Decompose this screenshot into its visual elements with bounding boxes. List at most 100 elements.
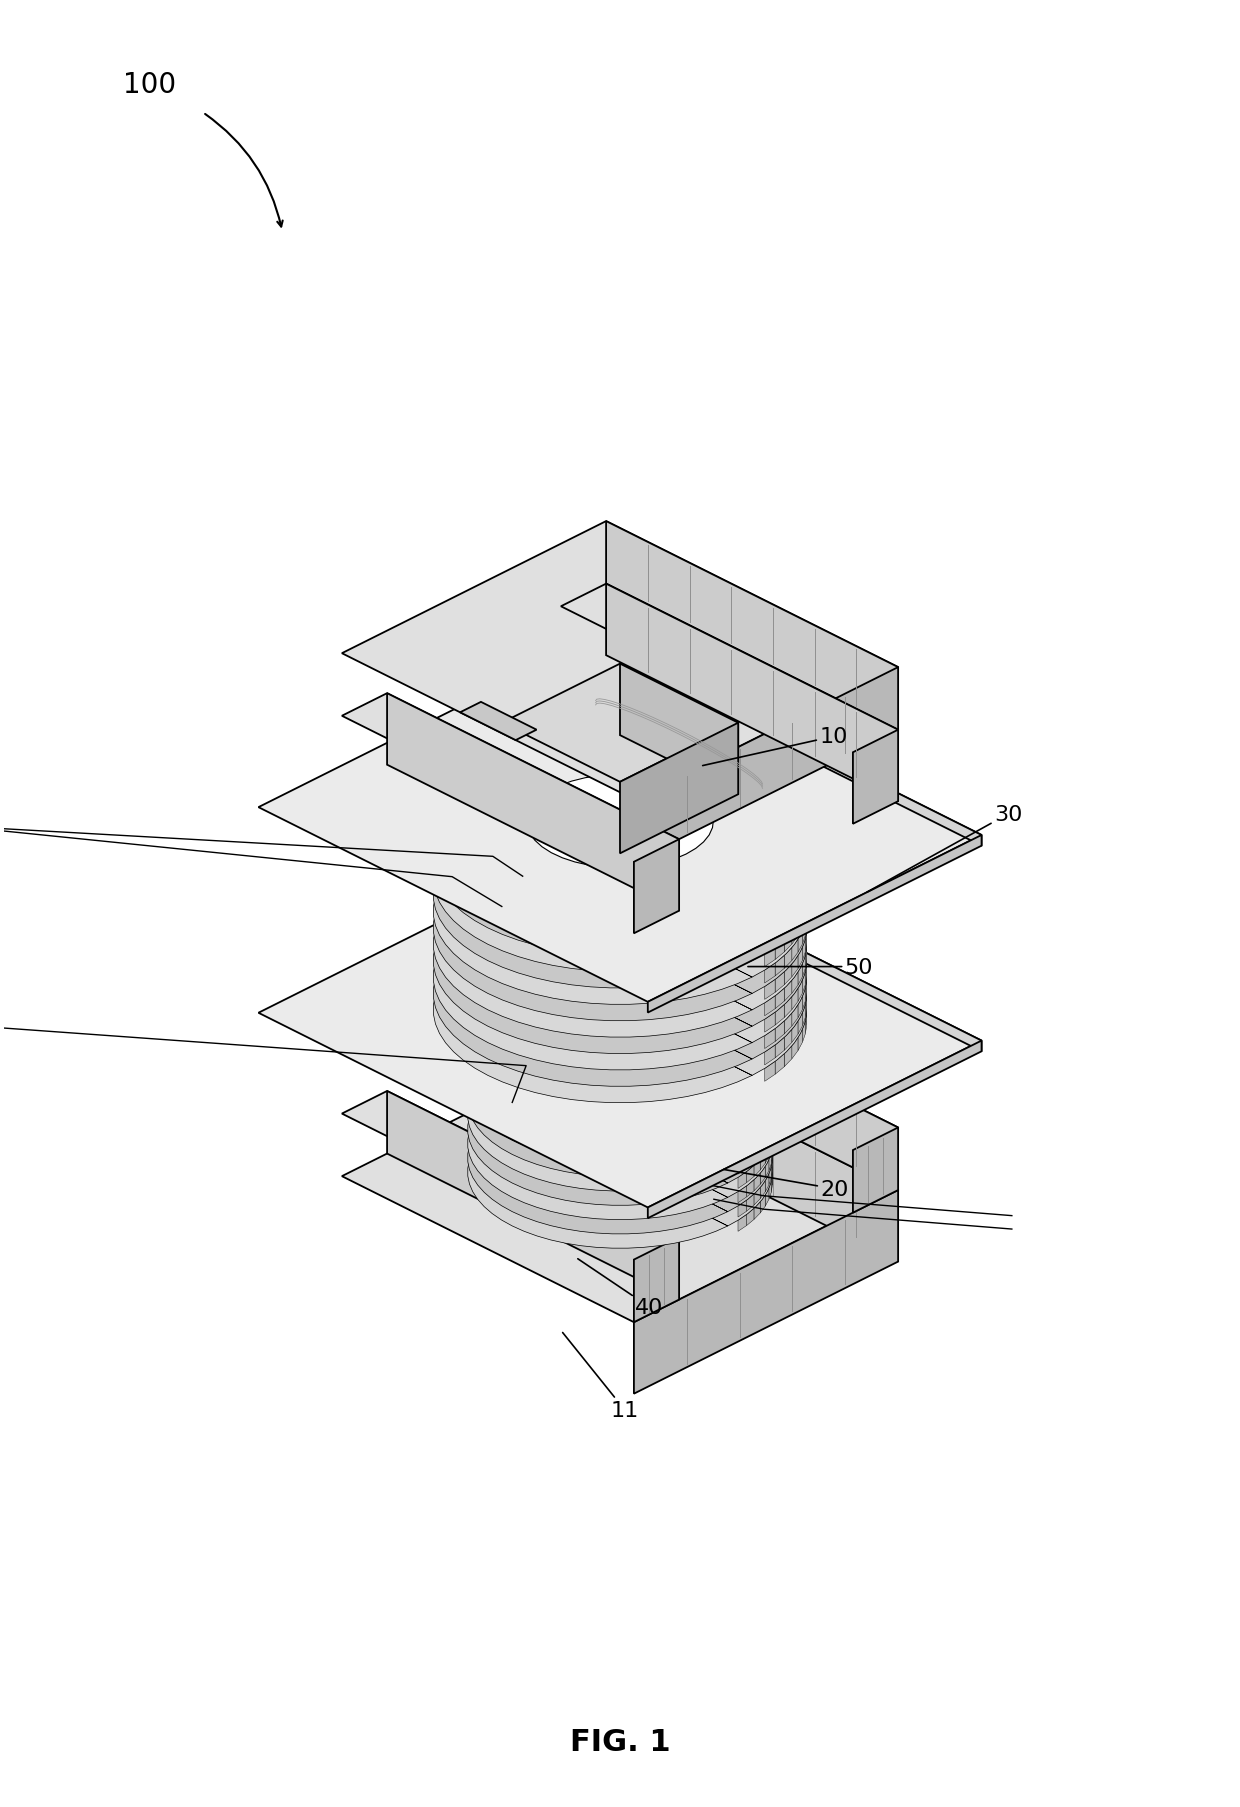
- Polygon shape: [768, 1010, 770, 1028]
- Polygon shape: [806, 963, 807, 985]
- Polygon shape: [780, 847, 789, 867]
- Polygon shape: [768, 1138, 770, 1156]
- Polygon shape: [763, 1119, 768, 1135]
- Polygon shape: [603, 884, 620, 896]
- Polygon shape: [784, 1014, 792, 1034]
- Polygon shape: [649, 1070, 662, 1082]
- Polygon shape: [551, 972, 564, 987]
- Polygon shape: [754, 1073, 760, 1091]
- Polygon shape: [853, 1128, 898, 1212]
- Polygon shape: [568, 770, 585, 786]
- Polygon shape: [789, 970, 796, 990]
- Polygon shape: [719, 766, 734, 784]
- Polygon shape: [792, 858, 799, 878]
- Polygon shape: [801, 871, 805, 893]
- Polygon shape: [770, 1088, 773, 1108]
- Polygon shape: [502, 665, 738, 782]
- Polygon shape: [702, 1079, 713, 1095]
- Polygon shape: [568, 853, 585, 867]
- Polygon shape: [552, 723, 568, 739]
- Polygon shape: [775, 858, 784, 878]
- Polygon shape: [637, 770, 655, 784]
- Polygon shape: [688, 907, 704, 923]
- Polygon shape: [676, 1001, 689, 1016]
- Polygon shape: [603, 752, 620, 766]
- Polygon shape: [536, 808, 552, 824]
- Polygon shape: [676, 1016, 689, 1030]
- Polygon shape: [805, 978, 806, 999]
- Polygon shape: [585, 851, 603, 866]
- Polygon shape: [760, 882, 771, 902]
- Polygon shape: [662, 999, 676, 1012]
- Polygon shape: [724, 1059, 734, 1075]
- Polygon shape: [801, 922, 805, 941]
- Polygon shape: [620, 996, 634, 1008]
- Polygon shape: [467, 981, 773, 1135]
- Polygon shape: [801, 904, 805, 925]
- Polygon shape: [688, 743, 704, 759]
- Polygon shape: [734, 1093, 743, 1109]
- Polygon shape: [760, 1081, 765, 1099]
- Polygon shape: [637, 737, 655, 750]
- Polygon shape: [805, 831, 806, 853]
- Polygon shape: [585, 770, 603, 784]
- Polygon shape: [743, 1028, 751, 1044]
- Polygon shape: [769, 1082, 771, 1100]
- Polygon shape: [768, 1124, 770, 1142]
- Polygon shape: [702, 994, 713, 1008]
- Polygon shape: [536, 923, 552, 940]
- Polygon shape: [387, 694, 680, 911]
- Polygon shape: [792, 1039, 799, 1059]
- Polygon shape: [649, 997, 662, 1010]
- Polygon shape: [802, 840, 806, 862]
- Polygon shape: [805, 945, 806, 967]
- Polygon shape: [467, 1025, 773, 1176]
- Polygon shape: [702, 1108, 713, 1124]
- Polygon shape: [784, 916, 792, 936]
- Polygon shape: [770, 1061, 773, 1079]
- Polygon shape: [738, 1185, 746, 1203]
- Polygon shape: [713, 969, 724, 985]
- Polygon shape: [662, 970, 676, 985]
- Polygon shape: [578, 969, 591, 981]
- Polygon shape: [578, 997, 591, 1010]
- Polygon shape: [763, 1032, 768, 1050]
- Polygon shape: [751, 1119, 758, 1137]
- Polygon shape: [689, 976, 702, 990]
- Polygon shape: [792, 1021, 799, 1043]
- Polygon shape: [605, 1025, 620, 1035]
- Polygon shape: [760, 849, 771, 869]
- Polygon shape: [605, 967, 620, 979]
- Text: 20: 20: [724, 1169, 848, 1200]
- Polygon shape: [792, 988, 799, 1010]
- Polygon shape: [734, 904, 748, 922]
- Polygon shape: [591, 1010, 605, 1023]
- Polygon shape: [704, 779, 719, 797]
- Polygon shape: [770, 1117, 773, 1135]
- Polygon shape: [704, 927, 719, 943]
- Polygon shape: [606, 981, 898, 1191]
- Polygon shape: [765, 931, 775, 950]
- Polygon shape: [591, 983, 605, 994]
- Polygon shape: [789, 822, 796, 844]
- Polygon shape: [763, 1104, 768, 1122]
- Polygon shape: [434, 851, 806, 1037]
- Polygon shape: [765, 866, 775, 885]
- Polygon shape: [771, 808, 780, 828]
- Polygon shape: [434, 719, 806, 907]
- Polygon shape: [763, 1146, 768, 1164]
- Polygon shape: [564, 1099, 578, 1113]
- Polygon shape: [799, 931, 802, 952]
- Polygon shape: [672, 757, 688, 772]
- Polygon shape: [751, 1048, 758, 1064]
- Polygon shape: [536, 858, 552, 875]
- Polygon shape: [805, 913, 806, 934]
- Polygon shape: [637, 851, 655, 866]
- Polygon shape: [734, 1108, 743, 1124]
- Polygon shape: [551, 1059, 564, 1073]
- Polygon shape: [688, 726, 704, 743]
- Polygon shape: [585, 900, 603, 914]
- Polygon shape: [801, 790, 805, 811]
- Polygon shape: [603, 835, 620, 847]
- Polygon shape: [748, 744, 760, 764]
